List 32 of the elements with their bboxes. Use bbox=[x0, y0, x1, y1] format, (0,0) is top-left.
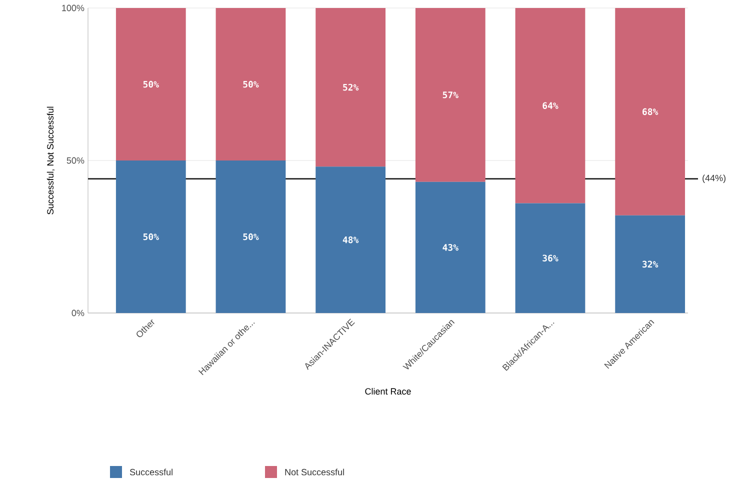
data-label: 50% bbox=[243, 80, 259, 88]
data-label: 64% bbox=[542, 102, 558, 110]
bar bbox=[216, 160, 286, 313]
bar bbox=[415, 182, 486, 313]
y-axis-title: Successful, Not Successful bbox=[46, 106, 55, 214]
data-label: 50% bbox=[143, 233, 159, 240]
data-label: 68% bbox=[642, 108, 658, 116]
data-label: 50% bbox=[143, 80, 159, 88]
data-label: 48% bbox=[342, 236, 359, 244]
data-label: 50% bbox=[243, 233, 259, 240]
bar bbox=[316, 8, 386, 167]
bar bbox=[615, 8, 686, 216]
bar bbox=[116, 160, 186, 313]
y-tick-label: 100% bbox=[62, 4, 84, 12]
legend-label: Successful bbox=[130, 468, 172, 476]
data-label: 32% bbox=[642, 260, 658, 268]
bar bbox=[615, 215, 686, 313]
bar bbox=[515, 8, 586, 204]
y-tick-label: 0% bbox=[72, 310, 84, 316]
bar bbox=[316, 166, 386, 313]
data-label: 36% bbox=[542, 254, 558, 262]
y-tick-label: 50% bbox=[66, 157, 84, 164]
bar bbox=[216, 8, 286, 160]
legend-label: Not Successful bbox=[285, 468, 344, 476]
x-axis-title: Client Race bbox=[365, 388, 411, 395]
bar bbox=[415, 8, 486, 182]
data-label: 57% bbox=[442, 92, 458, 98]
data-label: 52% bbox=[343, 84, 359, 91]
data-label: 43% bbox=[442, 244, 458, 251]
ref-line-label: (44%) bbox=[702, 174, 726, 183]
bar bbox=[116, 8, 186, 160]
bar bbox=[515, 203, 586, 313]
